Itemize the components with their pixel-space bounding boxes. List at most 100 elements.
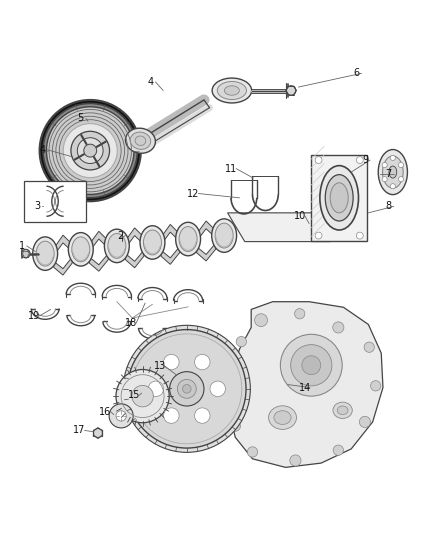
Circle shape: [43, 103, 138, 198]
Circle shape: [127, 329, 246, 448]
Text: 14: 14: [299, 383, 311, 392]
Circle shape: [227, 388, 237, 398]
Text: 4: 4: [39, 145, 45, 155]
Circle shape: [291, 345, 332, 386]
Text: 5: 5: [78, 114, 84, 124]
Text: 16: 16: [99, 407, 111, 417]
Ellipse shape: [217, 82, 247, 100]
Ellipse shape: [389, 166, 397, 178]
Polygon shape: [125, 250, 144, 268]
Circle shape: [390, 184, 396, 189]
Ellipse shape: [72, 237, 90, 262]
Circle shape: [164, 408, 179, 423]
Text: 18: 18: [125, 318, 137, 328]
Circle shape: [194, 408, 210, 423]
Circle shape: [357, 157, 363, 164]
Circle shape: [399, 163, 403, 167]
Text: 2: 2: [117, 231, 124, 240]
Text: 4: 4: [147, 77, 153, 87]
Text: 11: 11: [225, 164, 237, 174]
Polygon shape: [54, 235, 72, 256]
Bar: [311, 155, 367, 241]
Ellipse shape: [140, 225, 165, 259]
Circle shape: [170, 372, 204, 406]
Text: 17: 17: [73, 425, 86, 435]
Circle shape: [247, 447, 258, 457]
Circle shape: [230, 421, 240, 431]
Ellipse shape: [286, 86, 296, 95]
Circle shape: [390, 155, 396, 160]
Circle shape: [116, 411, 126, 421]
Ellipse shape: [268, 406, 297, 430]
Circle shape: [194, 354, 210, 370]
Ellipse shape: [330, 183, 348, 213]
Text: 15: 15: [128, 390, 140, 400]
Ellipse shape: [378, 150, 407, 195]
Circle shape: [399, 176, 403, 182]
Text: 3: 3: [35, 201, 41, 212]
Polygon shape: [229, 302, 383, 467]
Text: 13: 13: [154, 361, 166, 371]
Circle shape: [183, 384, 191, 393]
Circle shape: [71, 131, 110, 170]
Ellipse shape: [215, 223, 233, 248]
Circle shape: [164, 354, 179, 370]
Ellipse shape: [33, 237, 58, 270]
Circle shape: [109, 404, 133, 428]
Circle shape: [116, 369, 169, 423]
Circle shape: [21, 249, 30, 258]
Text: 1: 1: [18, 241, 25, 251]
Circle shape: [371, 381, 381, 391]
Circle shape: [46, 107, 134, 195]
Circle shape: [333, 445, 343, 455]
Text: 8: 8: [385, 201, 392, 212]
Circle shape: [357, 232, 363, 239]
Circle shape: [315, 157, 322, 164]
Circle shape: [280, 334, 342, 396]
Ellipse shape: [68, 232, 93, 266]
Circle shape: [123, 325, 251, 453]
Ellipse shape: [382, 156, 403, 188]
Ellipse shape: [135, 136, 146, 146]
Polygon shape: [89, 254, 108, 271]
Bar: [24, 181, 86, 222]
Circle shape: [210, 381, 226, 397]
Polygon shape: [54, 257, 72, 275]
Text: 7: 7: [385, 169, 392, 179]
Polygon shape: [228, 213, 331, 241]
Circle shape: [294, 309, 305, 319]
Circle shape: [333, 322, 344, 333]
Ellipse shape: [337, 406, 348, 415]
Text: 12: 12: [187, 189, 199, 198]
Circle shape: [302, 356, 321, 375]
Circle shape: [315, 232, 322, 239]
Circle shape: [177, 379, 196, 398]
Circle shape: [254, 314, 268, 327]
Ellipse shape: [130, 132, 151, 149]
Circle shape: [236, 336, 247, 347]
Circle shape: [364, 342, 374, 352]
Circle shape: [148, 381, 164, 397]
Text: 10: 10: [293, 211, 306, 221]
Polygon shape: [89, 231, 108, 252]
Ellipse shape: [104, 229, 129, 263]
Polygon shape: [197, 221, 215, 241]
Ellipse shape: [212, 219, 237, 252]
Ellipse shape: [179, 227, 197, 252]
Text: 9: 9: [362, 155, 368, 165]
Circle shape: [63, 124, 117, 177]
Ellipse shape: [224, 86, 240, 95]
Ellipse shape: [212, 78, 251, 103]
Ellipse shape: [333, 402, 352, 418]
Polygon shape: [161, 224, 180, 245]
Polygon shape: [161, 247, 180, 264]
Text: 6: 6: [353, 68, 360, 78]
Text: 19: 19: [28, 311, 41, 321]
Ellipse shape: [126, 128, 155, 154]
Circle shape: [39, 100, 141, 201]
Ellipse shape: [176, 222, 201, 256]
Circle shape: [84, 144, 97, 157]
Ellipse shape: [36, 241, 54, 266]
Circle shape: [94, 429, 102, 438]
Circle shape: [78, 138, 103, 164]
